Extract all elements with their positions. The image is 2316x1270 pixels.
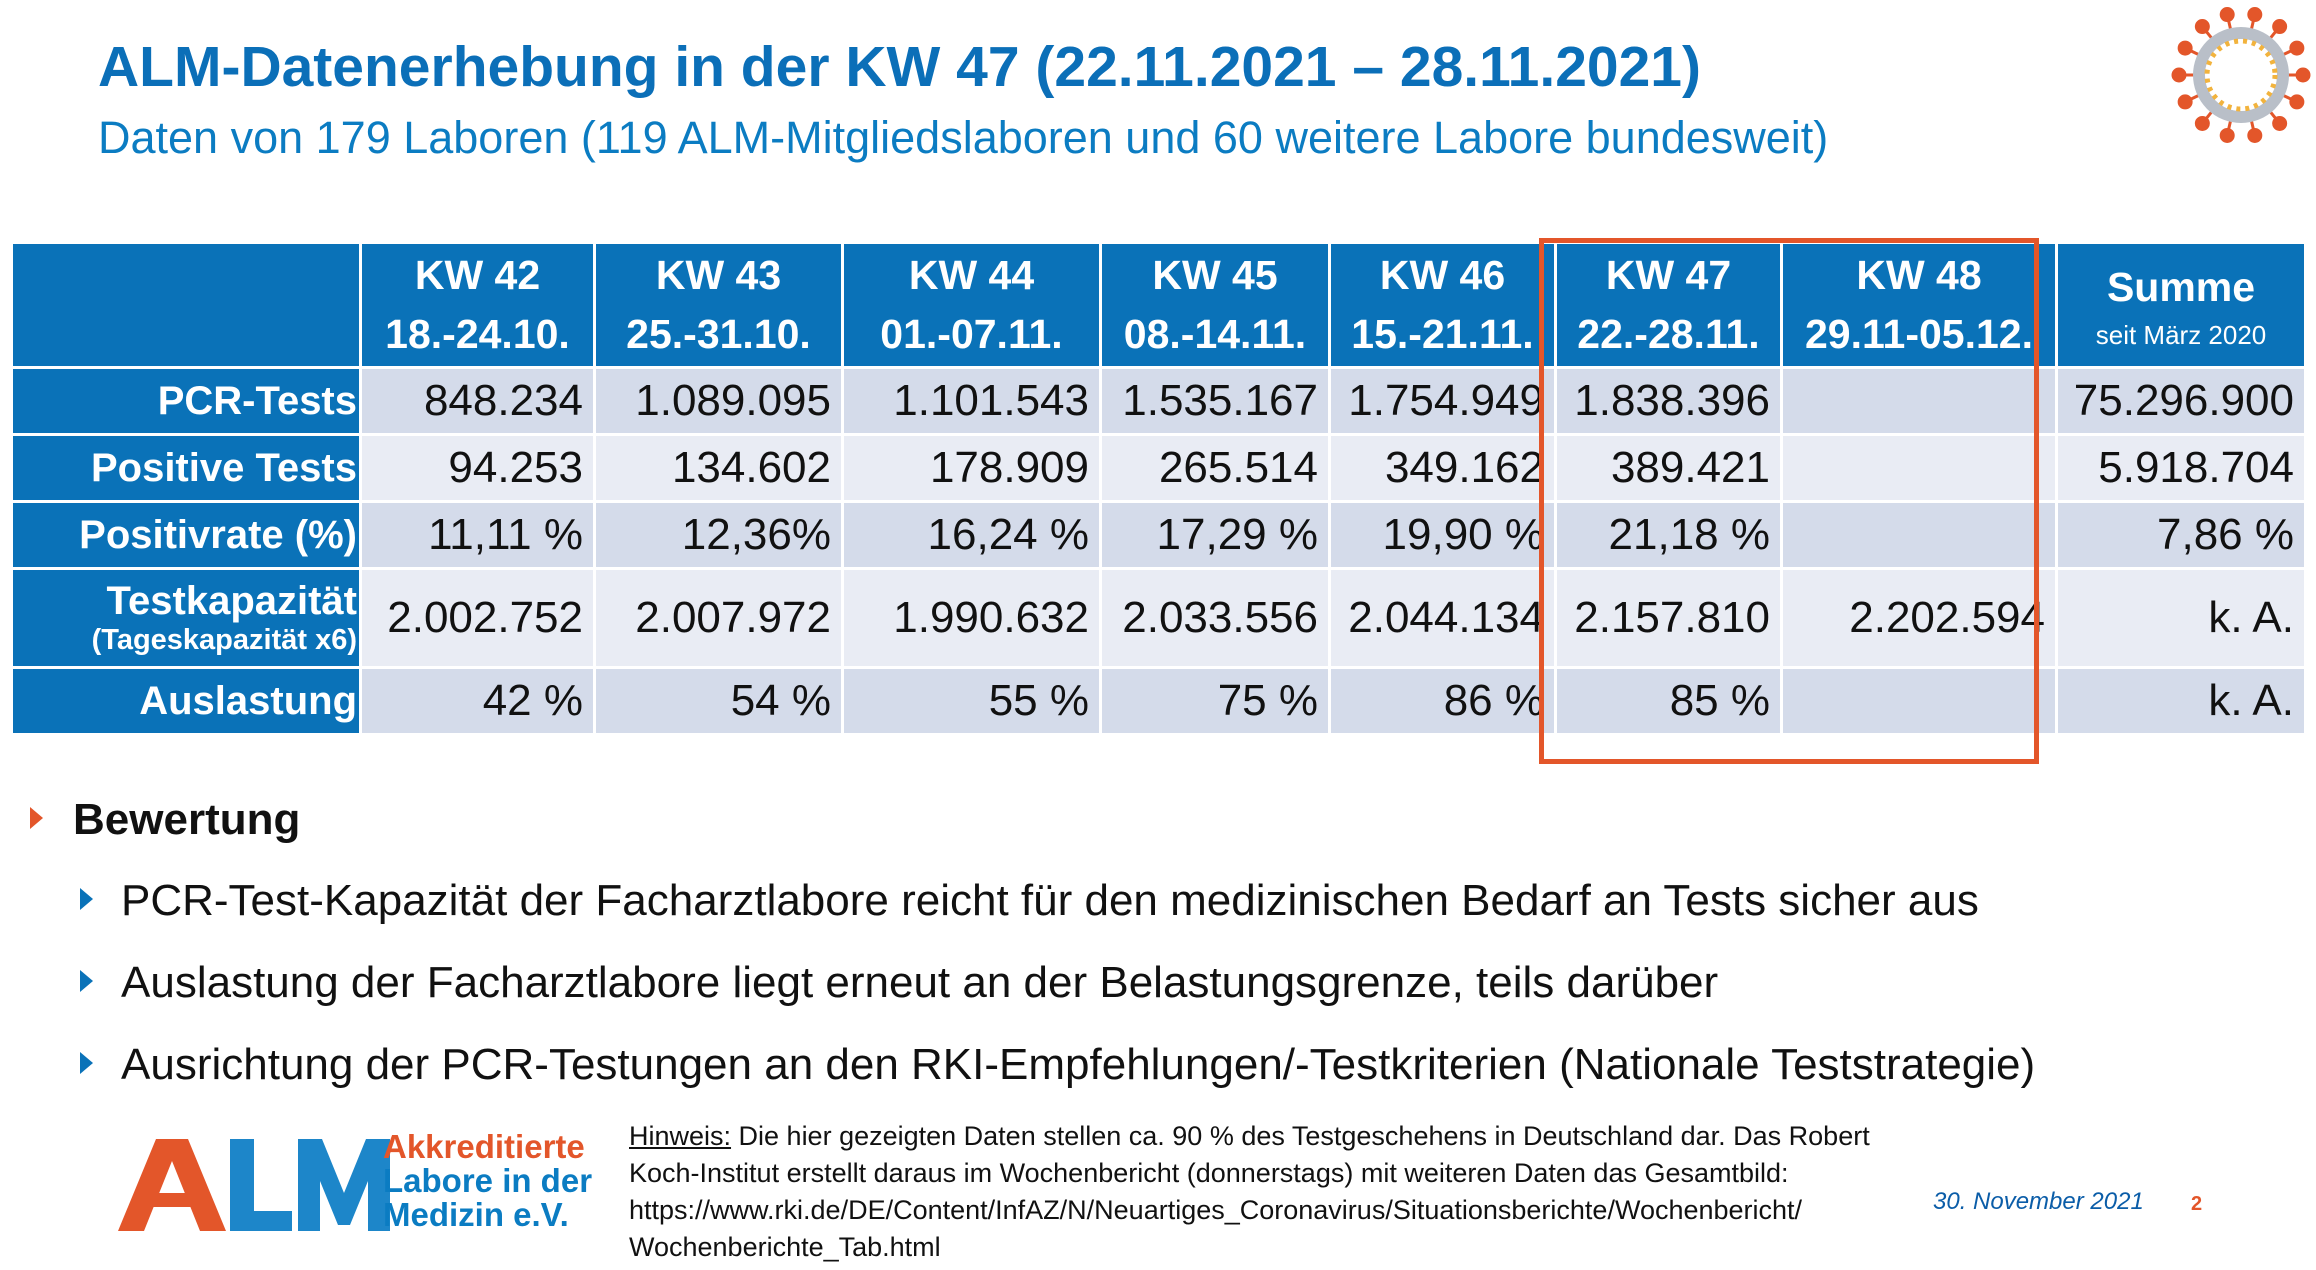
hinweis-note: Hinweis: Die hier gezeigten Daten stelle… [629, 1121, 1870, 1262]
row-label: PCR-Tests [13, 369, 359, 433]
table-cell [1783, 503, 2055, 567]
table-cell: 178.909 [844, 436, 1099, 500]
page-title: ALM-Datenerhebung in der KW 47 (22.11.20… [98, 35, 1701, 99]
table-cell: 1.535.167 [1102, 369, 1328, 433]
table-header-row: KW 42 18.-24.10. KW 43 25.-31.10. KW 44 01.… [13, 244, 2304, 366]
footer-date: 30. November 2021 [1933, 1188, 2144, 1215]
table-row: PCR-Tests 848.234 1.089.095 1.101.543 1.… [13, 369, 2304, 433]
header-summe: Summe seit März 2020 [2058, 244, 2304, 366]
header-kw42: KW 42 18.-24.10. [362, 244, 593, 366]
table-cell: 2.033.556 [1102, 570, 1328, 666]
bullet-heading: Bewertung [30, 795, 300, 845]
sum-cell: 7,86 % [2058, 503, 2304, 567]
table-cell: 55 % [844, 669, 1099, 733]
bullet-item: Ausrichtung der PCR-Testungen an den RKI… [80, 1040, 2035, 1090]
table-cell: 94.253 [362, 436, 593, 500]
row-label: Auslastung [13, 669, 359, 733]
row-label: Positive Tests [13, 436, 359, 500]
table-cell [1783, 369, 2055, 433]
table-cell: 1.754.949 [1331, 369, 1554, 433]
row-label: Testkapazität (Tageskapazität x6) [13, 570, 359, 666]
header-kw44: KW 44 01.-07.11. [844, 244, 1099, 366]
bullet-item: Auslastung der Facharztlabore liegt erne… [80, 958, 1718, 1008]
table-cell: 848.234 [362, 369, 593, 433]
header-kw48: KW 48 29.11-05.12. [1783, 244, 2055, 366]
row-label: Positivrate (%) [13, 503, 359, 567]
header-kw47: KW 47 22.-28.11. [1557, 244, 1780, 366]
table-cell: 1.089.095 [596, 369, 841, 433]
header-kw43: KW 43 25.-31.10. [596, 244, 841, 366]
table-cell [1783, 669, 2055, 733]
table-cell: 86 % [1331, 669, 1554, 733]
alm-logo [118, 1139, 390, 1231]
bullet-item: PCR-Test-Kapazität der Facharztlabore re… [80, 876, 1979, 926]
lab-data-table: KW 42 18.-24.10. KW 43 25.-31.10. KW 44 01.… [10, 241, 2307, 736]
table-cell: 2.002.752 [362, 570, 593, 666]
table-cell [1783, 436, 2055, 500]
page-number: 2 [2191, 1193, 2203, 1215]
sum-cell: 5.918.704 [2058, 436, 2304, 500]
sum-cell: 75.296.900 [2058, 369, 2304, 433]
sum-cell: k. A. [2058, 570, 2304, 666]
table-cell: 54 % [596, 669, 841, 733]
table-cell: 134.602 [596, 436, 841, 500]
arrow-bullet-icon [80, 970, 93, 993]
hinweis-label: Hinweis: [629, 1121, 732, 1151]
rki-link-text: https://www.rki.de/DE/Content/InfAZ/N/Ne… [629, 1195, 1803, 1225]
table-cell: 2.007.972 [596, 570, 841, 666]
table-cell: 1.101.543 [844, 369, 1099, 433]
header-kw46: KW 46 15.-21.11. [1331, 244, 1554, 366]
table-cell: 75 % [1102, 669, 1328, 733]
table-cell: 389.421 [1557, 436, 1780, 500]
table-cell: 265.514 [1102, 436, 1328, 500]
table-cell: 2.044.134 [1331, 570, 1554, 666]
table-cell: 11,11 % [362, 503, 593, 567]
page-subtitle: Daten von 179 Laboren (119 ALM-Mitglieds… [98, 112, 1829, 163]
arrow-bullet-icon [80, 1052, 93, 1075]
alm-logo-text: Akkreditierte Labore in der Medizin e.V. [383, 1128, 593, 1233]
table-cell: 12,36% [596, 503, 841, 567]
table-cell: 1.990.632 [844, 570, 1099, 666]
arrow-bullet-icon [80, 888, 93, 911]
header-kw45: KW 45 08.-14.11. [1102, 244, 1328, 366]
table-cell: 16,24 % [844, 503, 1099, 567]
table-cell: 17,29 % [1102, 503, 1328, 567]
table-cell: 42 % [362, 669, 593, 733]
table-cell: 349.162 [1331, 436, 1554, 500]
table-cell: 2.202.594 [1783, 570, 2055, 666]
header-empty-cell [13, 244, 359, 366]
table-cell: 1.838.396 [1557, 369, 1780, 433]
table-cell: 2.157.810 [1557, 570, 1780, 666]
table-cell: 85 % [1557, 669, 1780, 733]
table-row: Positivrate (%) 11,11 % 12,36% 16,24 % 1… [13, 503, 2304, 567]
arrow-bullet-icon [30, 807, 43, 830]
coronavirus-icon [2171, 7, 2311, 143]
table-cell: 21,18 % [1557, 503, 1780, 567]
table-row: Auslastung 42 % 54 % 55 % 75 % 86 % 85 %… [13, 669, 2304, 733]
table-row: Testkapazität (Tageskapazität x6) 2.002.7… [13, 570, 2304, 666]
sum-cell: k. A. [2058, 669, 2304, 733]
table-cell: 19,90 % [1331, 503, 1554, 567]
table-row: Positive Tests 94.253 134.602 178.909 26… [13, 436, 2304, 500]
